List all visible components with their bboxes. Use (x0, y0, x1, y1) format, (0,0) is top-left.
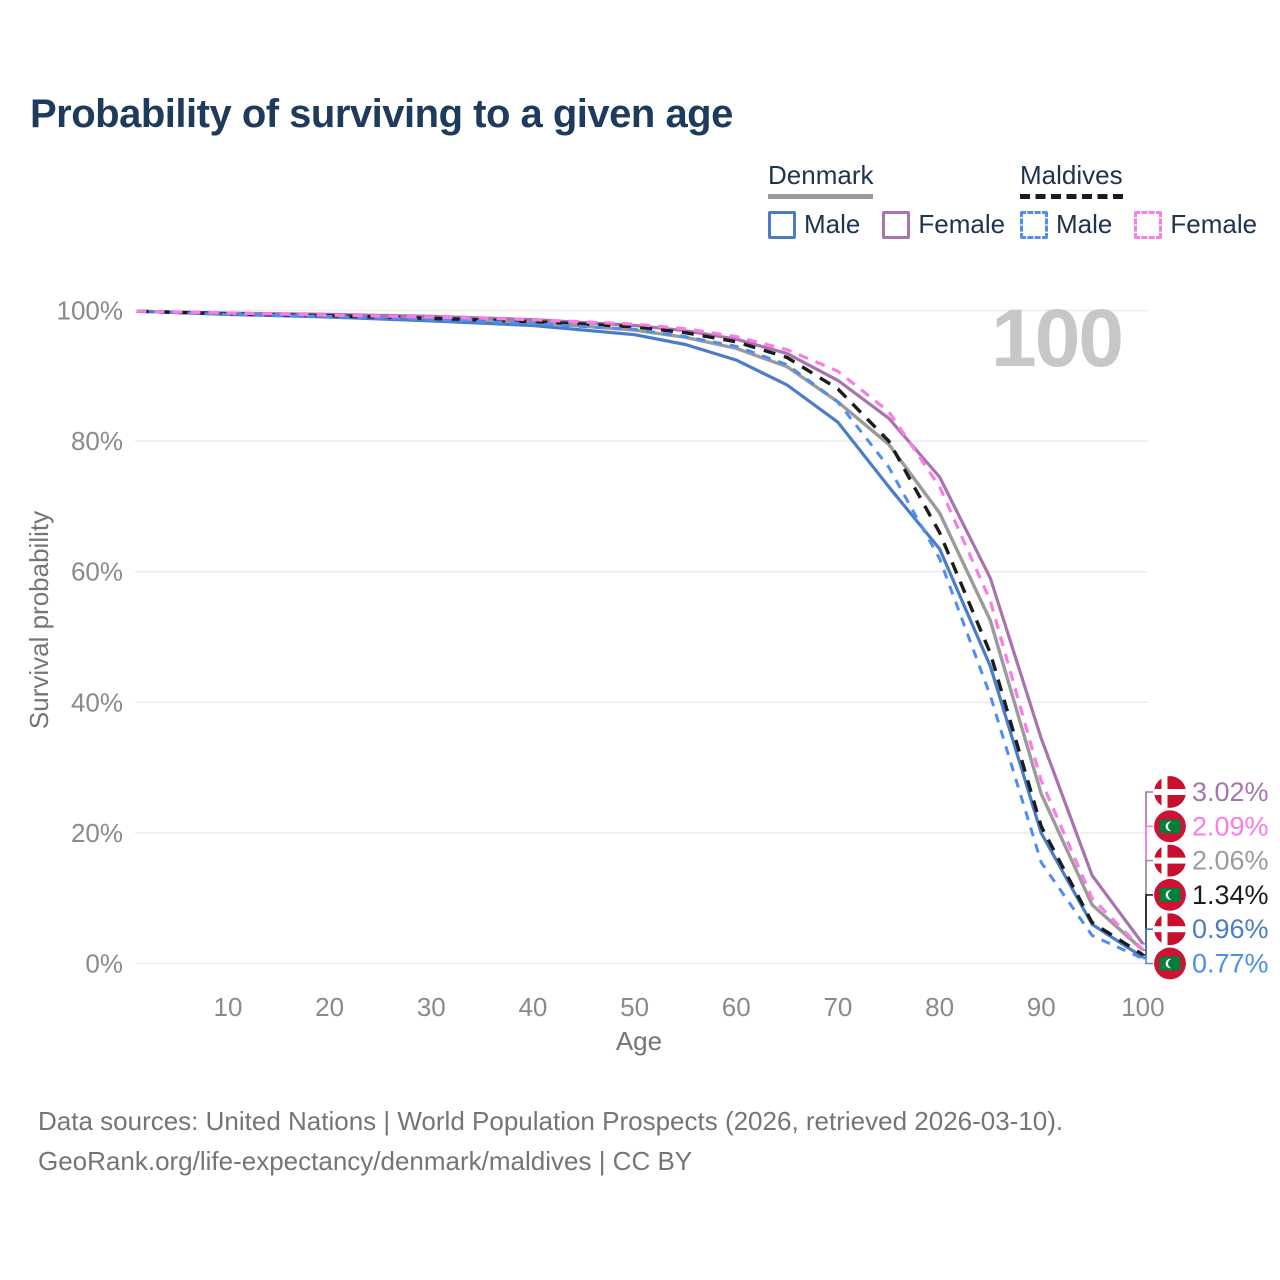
end-value-label-denmark-total: 2.06% (1192, 846, 1269, 876)
x-tick-label: 10 (213, 992, 242, 1022)
x-tick-label: 60 (722, 992, 751, 1022)
legend-label: Male (1056, 209, 1113, 239)
curve-maldives-female[interactable] (136, 309, 1145, 952)
x-tick-label: 80 (925, 992, 954, 1022)
legend-group-maldives: Maldives Male Female (1020, 160, 1257, 240)
watermark-age-100: 100 (991, 293, 1122, 384)
end-value-label-maldives-female: 2.09% (1192, 811, 1269, 841)
x-tick-label: 100 (1121, 992, 1164, 1022)
label-connector-maldives-female (1142, 825, 1153, 951)
flag-cross-v (1161, 776, 1168, 808)
flag-crescent-cut (1168, 821, 1178, 832)
flag-cross-h (1154, 926, 1186, 933)
flag-cross-h (1154, 789, 1186, 795)
denmark-flag-icon (1154, 913, 1186, 946)
label-connector-maldives-total (1142, 894, 1153, 956)
page-title: Probability of surviving to a given age (30, 92, 733, 136)
y-tick-label: 60% (71, 557, 123, 587)
y-tick-label: 40% (71, 687, 123, 717)
footer-sources: Data sources: United Nations | World Pop… (38, 1106, 1064, 1136)
denmark-female-swatch-icon (882, 210, 911, 239)
legend-item-maldives-female[interactable]: Female (1134, 209, 1257, 240)
legend-label: Female (918, 209, 1006, 239)
curve-maldives-total[interactable] (136, 309, 1144, 957)
curve-denmark-male[interactable] (136, 309, 1144, 959)
label-connector-denmark-male (1142, 928, 1153, 959)
legend-item-denmark-female[interactable]: Female (882, 209, 1005, 240)
flag-cross-v (1161, 913, 1168, 946)
label-connector-maldives-male (1142, 957, 1153, 965)
x-tick-label: 50 (620, 992, 649, 1022)
y-tick-label: 0% (85, 949, 123, 979)
end-value-label-maldives-male: 0.77% (1192, 949, 1269, 979)
x-tick-label: 20 (315, 992, 344, 1022)
legend-item-denmark-male[interactable]: Male (768, 209, 860, 240)
maldives-flag-icon (1154, 810, 1186, 843)
flag-cross-h (1154, 857, 1186, 864)
denmark-flag-icon (1154, 844, 1186, 877)
end-value-label-maldives-total: 1.34% (1192, 880, 1269, 910)
label-connector-denmark-total (1142, 859, 1153, 951)
y-tick-label: 80% (71, 426, 123, 456)
legend-label: Female (1170, 209, 1258, 239)
y-tick-label: 20% (71, 818, 123, 848)
flag-cross-v (1161, 844, 1168, 877)
denmark-flag-icon (1154, 776, 1186, 808)
curve-denmark-total[interactable] (136, 309, 1145, 952)
maldives-flag-icon (1154, 947, 1186, 980)
footer-attribution[interactable]: GeoRank.org/life-expectancy/denmark/mald… (38, 1146, 693, 1176)
x-tick-label: 30 (417, 992, 446, 1022)
y-axis-title: Survival probability (24, 511, 54, 729)
x-tick-label: 40 (518, 992, 547, 1022)
end-value-label-denmark-female: 3.02% (1192, 777, 1269, 807)
legend-country-denmark[interactable]: Denmark (768, 160, 874, 199)
legend-country-maldives[interactable]: Maldives (1020, 160, 1123, 199)
denmark-male-swatch-icon (768, 210, 796, 239)
x-axis-title: Age (616, 1026, 662, 1056)
x-tick-label: 90 (1027, 992, 1056, 1022)
label-connector-denmark-female (1142, 791, 1153, 945)
y-tick-label: 100% (57, 296, 124, 326)
x-tick-label: 70 (823, 992, 852, 1022)
flag-crescent-cut (1168, 890, 1178, 900)
maldives-female-swatch-icon (1134, 210, 1163, 239)
flag-crescent-cut (1168, 958, 1178, 969)
legend-label: Male (804, 209, 861, 239)
end-value-label-denmark-male: 0.96% (1192, 914, 1269, 944)
legend-group-denmark: Denmark Male Female (768, 160, 1005, 240)
maldives-flag-icon (1154, 878, 1186, 911)
legend-item-maldives-male[interactable]: Male (1020, 209, 1112, 240)
curve-maldives-male[interactable] (136, 309, 1144, 960)
maldives-male-swatch-icon (1020, 210, 1048, 239)
